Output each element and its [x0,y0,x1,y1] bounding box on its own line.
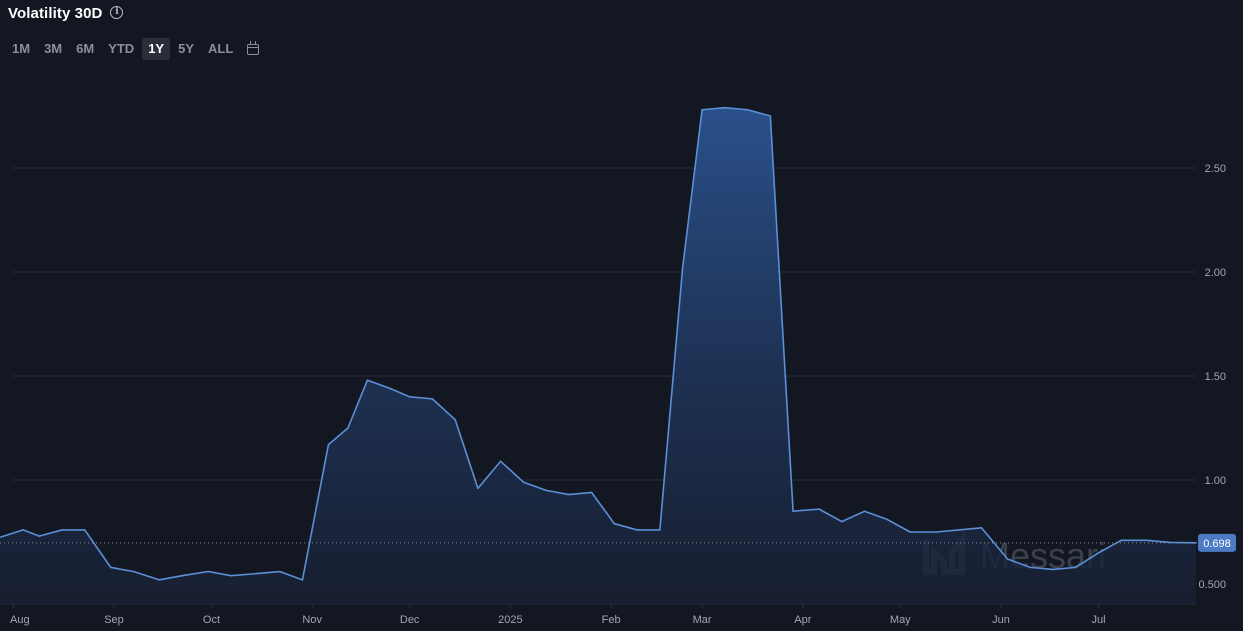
data-point [109,566,112,569]
range-button-1m[interactable]: 1M [12,41,31,56]
data-point [1029,566,1032,569]
data-point [389,387,391,390]
series-line [0,106,1197,581]
data-point [301,579,304,581]
data-point [181,574,184,577]
data-point [701,108,703,111]
x-axis: Aug Sep Oct Nov Dec 2025 Feb Mar Apr May Jun Jul [10,604,1106,626]
data-point [408,396,411,398]
calendar-icon[interactable] [247,40,260,55]
data-point [278,570,281,573]
last-value-marker: 0.698 [0,533,1236,552]
data-point [132,570,135,573]
x-tick-label: Jul [1091,614,1105,626]
data-point [769,115,772,117]
range-button-ytd[interactable]: YTD [108,41,135,56]
info-circle-icon[interactable]: i [110,6,124,19]
last-value-label: 0.698 [1203,538,1231,550]
title-row: Volatility 30D i [8,5,124,22]
data-point [1006,558,1009,560]
data-point [9,533,11,535]
data-point [431,398,434,400]
data-point [158,579,161,581]
data-point [347,427,349,429]
data-point [22,529,24,531]
data-point [863,510,866,512]
data-point [568,493,570,496]
data-point [724,106,726,109]
data-point [1169,541,1171,544]
x-tick-label: Apr [794,614,811,626]
series-area-fill [0,107,1196,605]
data-point [792,510,794,512]
data-point [83,529,86,531]
data-point [1146,539,1149,542]
range-button-6m[interactable]: 6M [76,41,95,56]
data-point [886,518,889,521]
data-point [207,570,210,573]
x-tick-label: Feb [602,614,621,626]
data-point [256,572,258,575]
last-value-badge [1198,533,1236,552]
x-tick-label: May [890,614,911,626]
data-point [659,529,661,531]
data-point [454,418,456,421]
data-point [636,529,638,531]
data-point [1052,568,1054,571]
data-point [958,529,960,531]
x-tick-label: Jun [992,614,1010,626]
data-point [545,489,547,492]
range-button-all[interactable]: ALL [208,41,234,56]
data-point [935,531,937,533]
data-point [61,529,63,531]
y-tick-label: 2.50 [1205,163,1226,175]
data-point [327,443,330,446]
x-tick-label: Mar [693,614,712,626]
range-button-3m[interactable]: 3M [44,41,63,56]
range-button-1y[interactable]: 1Y [142,38,171,60]
x-tick-label: Dec [400,614,420,626]
data-point [477,487,479,490]
data-point [590,491,593,494]
data-point [681,267,684,269]
data-point [818,508,820,510]
x-tick-label: Aug [10,614,30,626]
x-tick-label: Nov [302,614,322,626]
y-tick-label: 0.500 [1198,579,1226,591]
data-point [841,520,843,523]
time-range-selector: 1M 3M 6M YTD 1Y 5Y ALL [6,38,260,60]
x-tick-label: 2025 [498,614,522,626]
data-point [746,108,749,111]
range-button-5y[interactable]: 5Y [178,41,194,56]
x-tick-label: Sep [104,614,124,626]
y-tick-label: 1.50 [1205,371,1226,383]
data-point [230,574,232,577]
y-tick-label: 2.00 [1205,267,1226,279]
data-point [1074,566,1077,569]
data-point [909,531,911,533]
data-point [38,535,41,537]
data-point [613,522,616,525]
series-area [0,106,1197,605]
chart-title: Volatility 30D [8,5,103,22]
data-point [522,481,525,483]
data-point [366,379,369,381]
data-point [980,527,983,529]
data-point [1195,542,1197,544]
y-axis: 2.50 2.00 1.50 1.00 0.500 [1198,163,1226,591]
data-point [1120,539,1123,542]
y-tick-label: 1.00 [1205,475,1226,487]
data-point [1097,552,1100,554]
data-point [499,460,502,463]
x-tick-label: Oct [203,614,220,626]
